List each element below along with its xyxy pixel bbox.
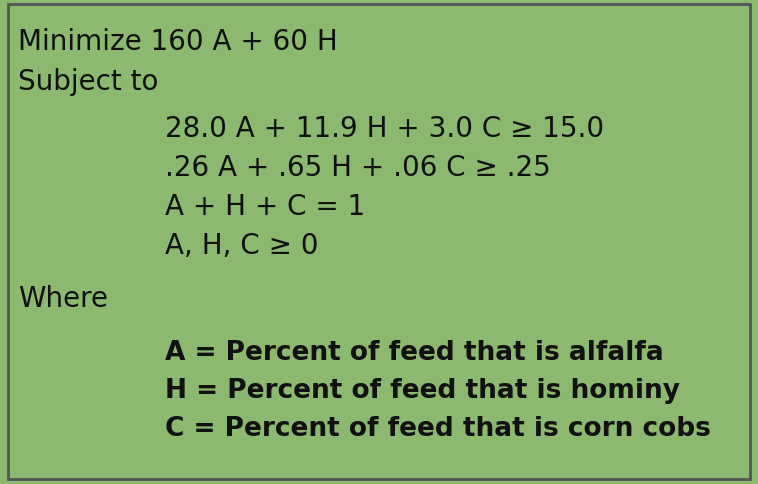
Text: A + H + C = 1: A + H + C = 1 xyxy=(165,193,365,221)
Text: H = Percent of feed that is hominy: H = Percent of feed that is hominy xyxy=(165,377,680,403)
Text: 28.0 A + 11.9 H + 3.0 C ≥ 15.0: 28.0 A + 11.9 H + 3.0 C ≥ 15.0 xyxy=(165,115,604,143)
Text: Subject to: Subject to xyxy=(18,68,158,96)
Text: C = Percent of feed that is corn cobs: C = Percent of feed that is corn cobs xyxy=(165,415,711,441)
Text: A = Percent of feed that is alfalfa: A = Percent of feed that is alfalfa xyxy=(165,339,664,365)
Text: Minimize 160 A + 60 H: Minimize 160 A + 60 H xyxy=(18,28,338,56)
Text: Where: Where xyxy=(18,285,108,312)
Text: A, H, C ≥ 0: A, H, C ≥ 0 xyxy=(165,231,318,259)
Text: .26 A + .65 H + .06 C ≥ .25: .26 A + .65 H + .06 C ≥ .25 xyxy=(165,154,551,182)
